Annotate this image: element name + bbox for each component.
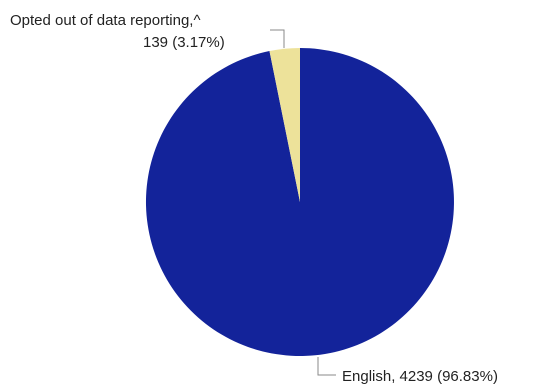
leader-line-opted-out bbox=[270, 29, 285, 48]
slice-label-opted-out-line2: 139 (3.17%) bbox=[143, 34, 225, 51]
pie-slice-english bbox=[145, 48, 454, 356]
slice-label-opted-out-line1: Opted out of data reporting,^ bbox=[10, 12, 201, 29]
label-leaders bbox=[270, 29, 336, 376]
slice-label-english: English, 4239 (96.83%) bbox=[342, 368, 498, 385]
pie-slice-opted-out-of-data-reporting bbox=[269, 47, 300, 202]
leader-line-english bbox=[317, 357, 336, 376]
slice-labels: Opted out of data reporting,^ 139 (3.17%… bbox=[10, 12, 498, 385]
pie-slices bbox=[145, 47, 454, 356]
